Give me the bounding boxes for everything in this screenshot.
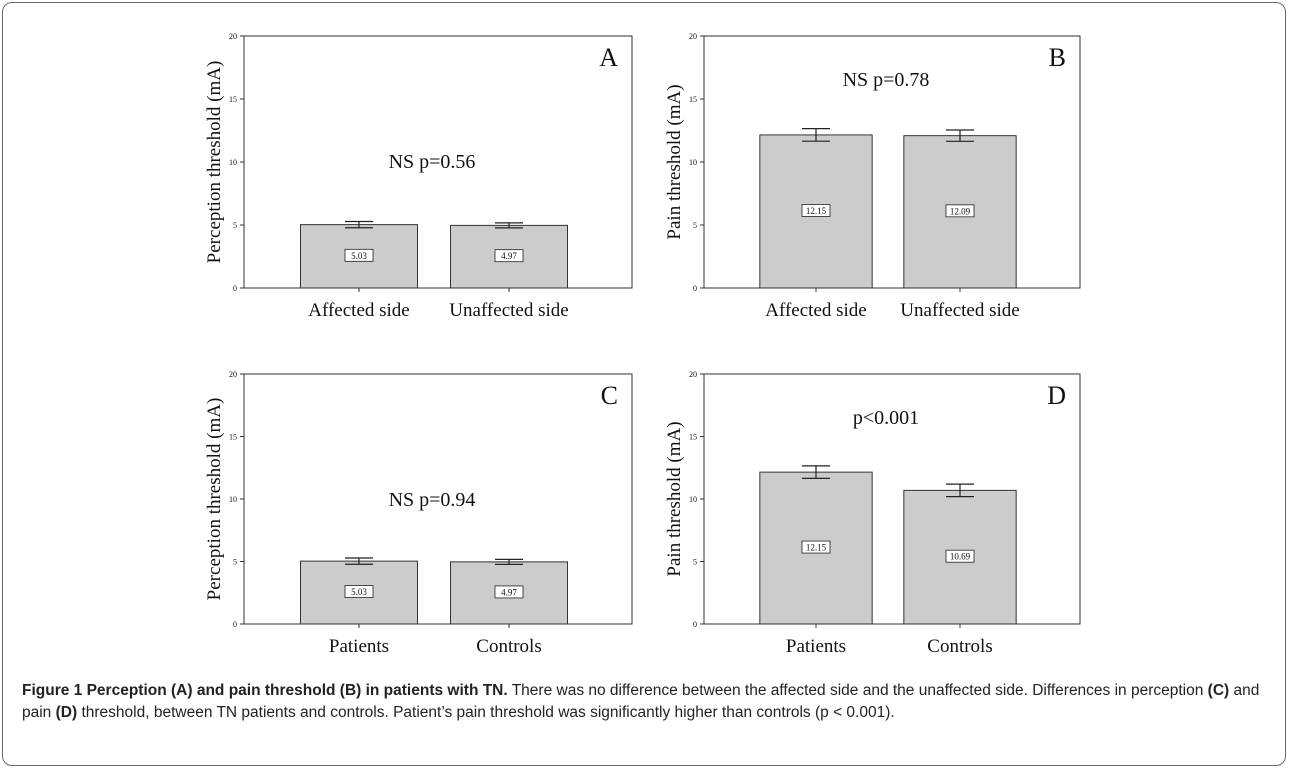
caption-text-1: There was no difference between the affe… — [507, 682, 1208, 699]
value-label-box — [801, 540, 831, 554]
caption-title: Figure 1 Perception (A) and pain thresho… — [22, 682, 508, 699]
x-category-label: Unaffected side — [900, 300, 1019, 321]
chart-panel-c: 0 5 10 15 20 Perception threshold (mA) C NS p=0… — [200, 350, 636, 670]
value-label: 12.15 — [806, 206, 827, 216]
panel-label: D — [1047, 381, 1066, 410]
y-tick-label: 15 — [689, 433, 697, 442]
x-category-label: Controls — [927, 636, 992, 657]
y-tick-label: 20 — [689, 32, 697, 41]
x-category-label: Patients — [786, 636, 846, 657]
chart-svg-a: 0 5 10 15 20 Perception threshold (mA) A NS p=0… — [204, 32, 633, 321]
chart-panel-a: 0 5 10 15 20 Perception threshold (mA) A NS p=0… — [200, 12, 636, 334]
significance-annotation: NS p=0.56 — [389, 151, 476, 173]
caption-text-3: threshold, between TN patients and contr… — [77, 704, 895, 721]
x-category-label: Unaffected side — [449, 300, 568, 321]
chart-svg-d: 0 5 10 15 20 Pain threshold (mA) Dp<0.001 12.15… — [664, 370, 1081, 657]
y-tick-label: 5 — [233, 221, 237, 230]
y-tick-label: 20 — [229, 32, 237, 41]
value-label-box — [801, 204, 831, 217]
y-tick-label: 10 — [689, 495, 697, 504]
y-axis-label: Pain threshold (mA) — [664, 84, 685, 239]
y-axis-label: Perception threshold (mA) — [204, 61, 225, 264]
y-tick-label: 15 — [229, 433, 237, 442]
y-tick-label: 20 — [689, 370, 697, 379]
y-tick-label: 15 — [229, 95, 237, 104]
value-label-box — [494, 585, 524, 599]
value-label-box — [945, 204, 975, 218]
y-tick-label: 10 — [689, 158, 697, 167]
significance-annotation: NS p=0.78 — [843, 69, 930, 91]
significance-annotation: p<0.001 — [853, 407, 919, 429]
y-tick-label: 5 — [233, 558, 237, 567]
figure-caption: Figure 1 Perception (A) and pain thresho… — [22, 680, 1272, 724]
value-label-box — [494, 249, 524, 263]
value-label: 5.03 — [351, 587, 367, 597]
panel-label: C — [601, 381, 618, 410]
caption-text-2: and pain — [22, 682, 1260, 721]
y-tick-label: 5 — [693, 558, 697, 567]
y-tick-label: 10 — [229, 495, 237, 504]
significance-annotation: NS p=0.94 — [389, 489, 476, 511]
y-tick-label: 10 — [229, 158, 237, 167]
y-tick-label: 15 — [689, 95, 697, 104]
x-category-label: Affected side — [308, 300, 409, 321]
panel-label: A — [599, 43, 618, 72]
y-tick-label: 20 — [229, 370, 237, 379]
y-tick-label: 0 — [693, 620, 697, 629]
value-label-box — [344, 248, 374, 262]
y-tick-label: 5 — [693, 221, 697, 230]
value-label-box — [344, 585, 374, 598]
caption-bold-d: (D) — [55, 704, 78, 721]
caption-bold-c: (C) — [1207, 682, 1230, 699]
y-tick-label: 0 — [233, 620, 237, 629]
x-category-label: Controls — [476, 636, 541, 657]
x-category-label: Affected side — [765, 300, 866, 321]
value-label: 4.97 — [501, 251, 517, 261]
value-label: 12.15 — [806, 543, 827, 553]
value-label: 10.69 — [950, 552, 971, 562]
y-axis-label: Perception threshold (mA) — [204, 398, 225, 601]
chart-panel-b: 0 5 10 15 20 Pain threshold (mA) B NS p=0.78 12.… — [660, 12, 1084, 334]
x-category-label: Patients — [329, 636, 389, 657]
chart-svg-c: 0 5 10 15 20 Perception threshold (mA) C NS p=0… — [204, 370, 633, 657]
y-axis-label: Pain threshold (mA) — [664, 421, 685, 576]
value-label: 12.09 — [950, 206, 971, 216]
value-label: 5.03 — [351, 251, 367, 261]
value-label: 4.97 — [501, 587, 517, 597]
y-tick-label: 0 — [693, 284, 697, 293]
panel-label: B — [1049, 43, 1066, 72]
chart-svg-b: 0 5 10 15 20 Pain threshold (mA) B NS p=0.78 12.… — [664, 32, 1081, 321]
value-label-box — [945, 549, 975, 563]
y-tick-label: 0 — [233, 284, 237, 293]
